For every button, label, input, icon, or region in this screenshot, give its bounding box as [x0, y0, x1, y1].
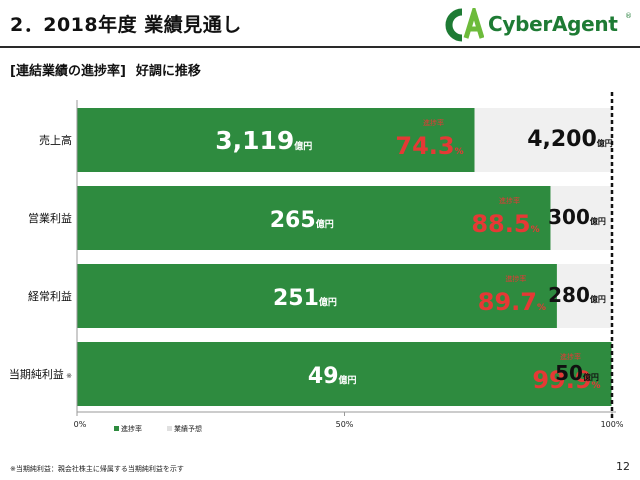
x-tick-label-1: 0% — [74, 420, 87, 429]
registered-mark: ® — [625, 12, 632, 20]
section-subtitle: [連結業績の進捗率] 好調に推移 — [10, 60, 201, 79]
company-logo: CyberAgent ® — [442, 3, 632, 44]
progress-value-2: 88.5% — [471, 210, 539, 238]
actual-value-3: 251億円 — [273, 286, 337, 311]
category-label-3: 経常利益 — [28, 289, 72, 303]
legend-label-progress: 進捗率 — [121, 424, 142, 433]
x-tick-label-2: 50% — [336, 420, 354, 429]
progress-caption-4: 進捗率 — [560, 352, 581, 361]
category-label-4: 当期純利益 ※ — [9, 367, 72, 381]
bar-progress-3 — [77, 264, 557, 328]
subtitle-tail: 好調に推移 — [135, 64, 201, 79]
progress-caption-2: 進捗率 — [499, 196, 520, 205]
header-rule — [0, 46, 640, 48]
forecast-value-4: 50億円 — [555, 361, 599, 385]
forecast-value-1: 4,200億円 — [527, 127, 613, 152]
legend-swatch-forecast — [167, 426, 172, 431]
subtitle-bracket: [連結業績の進捗率] — [10, 64, 126, 79]
page-number: 12 — [616, 460, 630, 473]
legend-label-forecast: 業績予想 — [174, 424, 202, 433]
logo-text: CyberAgent — [488, 12, 618, 36]
progress-value-3: 89.7% — [478, 288, 546, 316]
x-tick-label-3: 100% — [601, 420, 624, 429]
category-label-2: 営業利益 — [28, 211, 72, 225]
bar-forecast-2 — [550, 186, 612, 250]
bar-progress-1 — [77, 108, 475, 172]
bar-forecast-1 — [474, 108, 612, 172]
cyberagent-logo-icon — [445, 3, 485, 42]
actual-value-4: 49億円 — [308, 364, 357, 389]
progress-value-4: 99.9% — [532, 366, 600, 394]
actual-value-2: 265億円 — [270, 208, 334, 233]
progress-caption-1: 進捗率 — [423, 118, 444, 127]
page-title: 2．2018年度 業績見通し — [10, 14, 242, 36]
bar-forecast-3 — [556, 264, 612, 328]
progress-caption-3: 進捗率 — [505, 274, 526, 283]
progress-value-1: 74.3% — [395, 132, 463, 160]
bar-progress-2 — [77, 186, 551, 250]
footnote: ※当期純利益：親会社株主に帰属する当期純利益を示す — [10, 465, 184, 473]
forecast-value-2: 300億円 — [548, 205, 606, 229]
category-label-1: 売上高 — [39, 133, 72, 147]
actual-value-1: 3,119億円 — [215, 126, 312, 155]
legend-swatch-progress — [114, 426, 119, 431]
bar-progress-4 — [77, 342, 612, 406]
forecast-value-3: 280億円 — [548, 283, 606, 307]
